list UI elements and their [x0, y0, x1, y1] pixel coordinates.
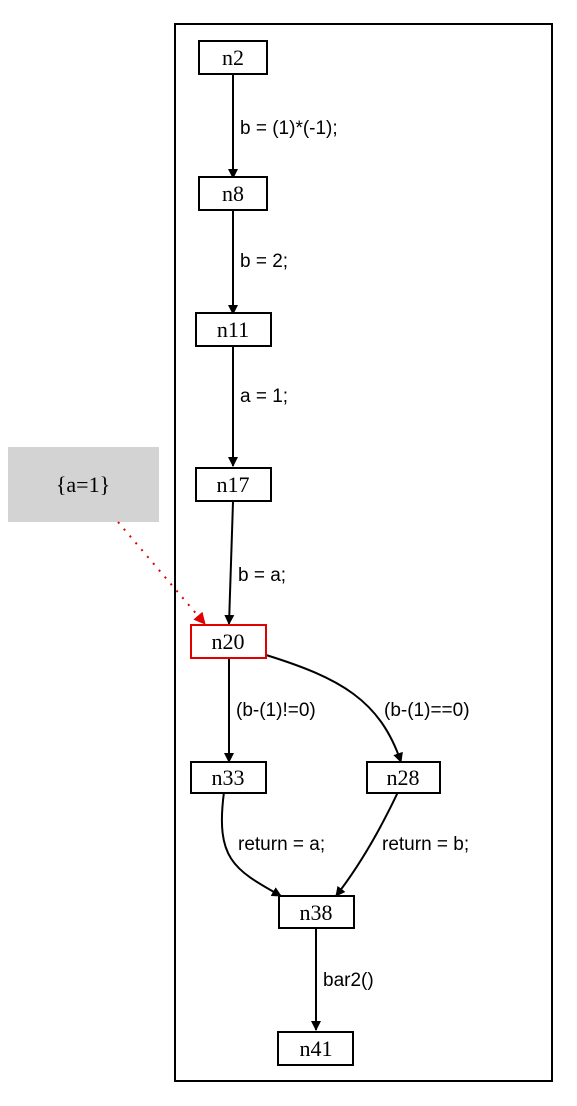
- edges: b = (1)*(-1); b = 2; a = 1; b = a; (b-(1…: [117, 74, 470, 1031]
- node-n17: n17: [195, 467, 272, 502]
- edge-label-n28-n38: return = b;: [382, 834, 469, 855]
- edge-label-n38-n41: bar2(): [323, 970, 374, 991]
- node-label-n33: n33: [212, 765, 245, 790]
- node-n28: n28: [366, 761, 441, 794]
- edge-label-n8-n11: b = 2;: [240, 251, 288, 272]
- edge-n20-n28: [265, 654, 403, 763]
- node-label-n17: n17: [217, 472, 250, 497]
- edge-label-n20-n33: (b-(1)!=0): [236, 700, 316, 721]
- node-n41: n41: [277, 1031, 354, 1066]
- node-n8: n8: [198, 176, 268, 211]
- node-n11: n11: [195, 312, 272, 347]
- node-n38: n38: [278, 895, 355, 929]
- edge-note-n20: [117, 521, 206, 625]
- edge-label-n33-n38: return = a;: [238, 834, 325, 855]
- edge-label-n11-n17: a = 1;: [240, 386, 288, 407]
- node-label-n28: n28: [387, 765, 420, 790]
- note-node: {a=1}: [8, 447, 159, 522]
- nodes: n2 n8 n11 n17 n20 n33 n28 n38: [190, 40, 441, 1066]
- node-label-n2: n2: [222, 45, 244, 70]
- node-label-n8: n8: [222, 181, 244, 206]
- note-box: [8, 447, 159, 522]
- edge-label-n17-n20: b = a;: [238, 565, 286, 586]
- node-n2: n2: [198, 40, 268, 75]
- node-label-n20: n20: [212, 629, 245, 654]
- edge-n28-n38: [335, 791, 399, 897]
- node-n33: n33: [190, 761, 267, 794]
- note-label: {a=1}: [56, 472, 110, 497]
- edge-n17-n20: [224, 501, 235, 625]
- node-label-n41: n41: [300, 1036, 333, 1061]
- node-label-n38: n38: [300, 900, 333, 925]
- edge-label-n2-n8: b = (1)*(-1);: [240, 118, 338, 139]
- edge-label-n20-n28: (b-(1)==0): [384, 700, 470, 721]
- cluster-box: [174, 23, 553, 1082]
- node-label-n11: n11: [217, 317, 249, 342]
- edge-n33-n38: [220, 791, 282, 897]
- node-n20: n20: [190, 624, 267, 659]
